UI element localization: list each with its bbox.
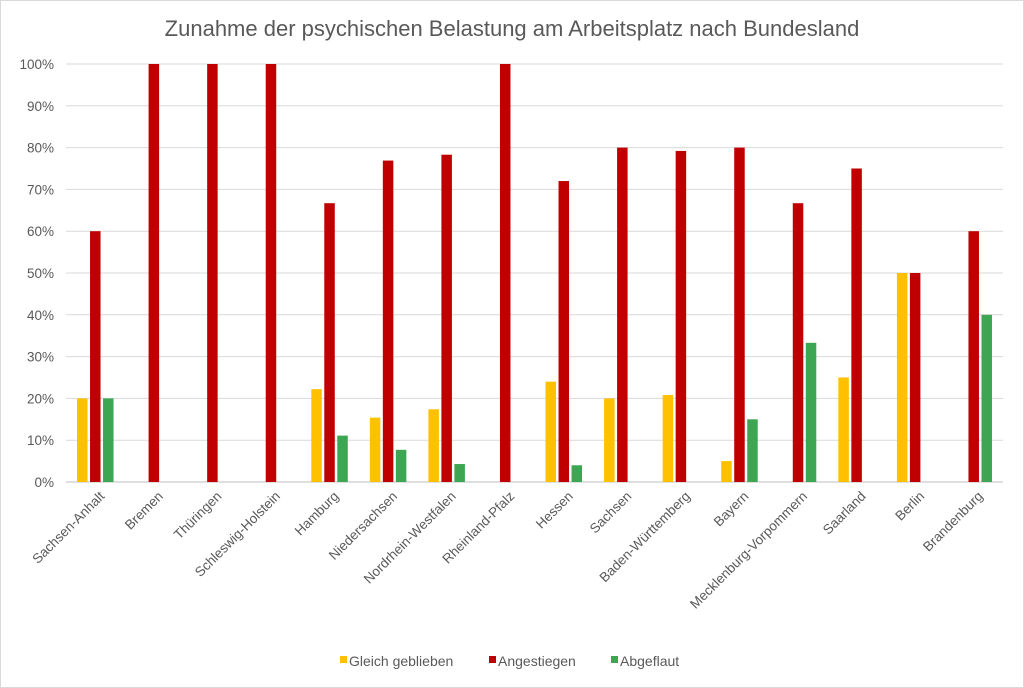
y-tick-label: 0% <box>34 475 54 490</box>
y-tick-label: 10% <box>27 433 54 448</box>
x-tick-label: Saarland <box>820 489 869 538</box>
legend: Gleich geblieben Angestiegen Abgeflaut <box>340 653 679 669</box>
bar-gleich-geblieben <box>896 273 908 482</box>
bar-abgeflaut <box>981 314 992 482</box>
x-tick-label: Bayern <box>711 489 752 530</box>
legend-label: Abgeflaut <box>620 653 679 669</box>
x-tick-label: Hessen <box>533 489 576 532</box>
bar-gleich-geblieben <box>662 395 674 482</box>
bar-abgeflaut <box>805 342 817 482</box>
legend-label: Angestiegen <box>498 653 576 669</box>
bar-angestiegen <box>499 64 511 482</box>
legend-swatch <box>611 656 618 663</box>
y-tick-label: 80% <box>27 141 54 156</box>
bars <box>77 64 992 483</box>
bar-gleich-geblieben <box>77 398 88 482</box>
bar-angestiegen <box>558 181 570 483</box>
x-tick-label: Bremen <box>122 489 166 533</box>
y-tick-label: 100% <box>19 57 54 72</box>
bar-angestiegen <box>207 64 218 482</box>
bar-angestiegen <box>734 147 745 482</box>
x-tick-label: Berlin <box>892 489 927 524</box>
bar-gleich-geblieben <box>428 409 439 482</box>
bar-gleich-geblieben <box>545 381 557 482</box>
bar-angestiegen <box>792 203 804 482</box>
bar-gleich-geblieben <box>838 377 849 482</box>
bar-abgeflaut <box>454 464 465 482</box>
legend-swatch <box>489 656 496 663</box>
bar-angestiegen <box>968 231 979 482</box>
bar-angestiegen <box>265 64 277 482</box>
y-tick-label: 40% <box>27 308 54 323</box>
bar-angestiegen <box>148 64 160 482</box>
bar-angestiegen <box>324 203 335 482</box>
y-tick-label: 50% <box>27 266 54 281</box>
bar-abgeflaut <box>571 465 583 482</box>
bar-gleich-geblieben <box>369 417 381 482</box>
bar-angestiegen <box>617 147 628 482</box>
y-tick-label: 30% <box>27 350 54 365</box>
bar-angestiegen <box>909 273 921 482</box>
bar-gleich-geblieben <box>721 461 732 482</box>
bar-abgeflaut <box>337 435 348 482</box>
y-tick-label: 60% <box>27 224 54 239</box>
bar-angestiegen <box>382 160 394 483</box>
bar-gleich-geblieben <box>311 389 322 482</box>
bar-angestiegen <box>675 150 687 482</box>
bar-abgeflaut <box>747 419 758 482</box>
bar-abgeflaut <box>103 398 114 482</box>
bar-gleich-geblieben <box>604 398 615 482</box>
x-tick-label: Sachsen <box>587 489 635 537</box>
legend-item: Gleich geblieben <box>340 653 453 669</box>
legend-item: Angestiegen <box>489 653 576 669</box>
bar-angestiegen <box>851 168 862 482</box>
gridlines <box>66 63 1003 483</box>
bar-angestiegen <box>90 231 101 482</box>
x-tick-label: Sachsen-Anhalt <box>29 488 107 566</box>
y-tick-label: 90% <box>27 99 54 114</box>
bar-angestiegen <box>441 154 452 482</box>
x-tick-label: Thüringen <box>171 489 225 543</box>
x-tick-label: Brandenburg <box>920 489 986 555</box>
legend-swatch <box>340 656 347 663</box>
y-tick-label: 20% <box>27 391 54 406</box>
x-tick-label: Hamburg <box>292 489 342 539</box>
legend-item: Abgeflaut <box>611 653 679 669</box>
bar-abgeflaut <box>395 449 407 482</box>
x-axis-ticks: Sachsen-Anhalt Bremen ThüringenSchleswig-H… <box>29 488 985 611</box>
chart-title: Zunahme der psychischen Belastung am Arb… <box>165 16 860 41</box>
legend-label: Gleich geblieben <box>349 653 453 669</box>
y-axis-ticks: 0% 10% 20% 30% 40% 50% 60% 70% 80% 90% 100% <box>19 57 54 490</box>
x-tick-label: Mecklenburg-Vorpommern <box>687 489 810 612</box>
y-tick-label: 70% <box>27 182 54 197</box>
